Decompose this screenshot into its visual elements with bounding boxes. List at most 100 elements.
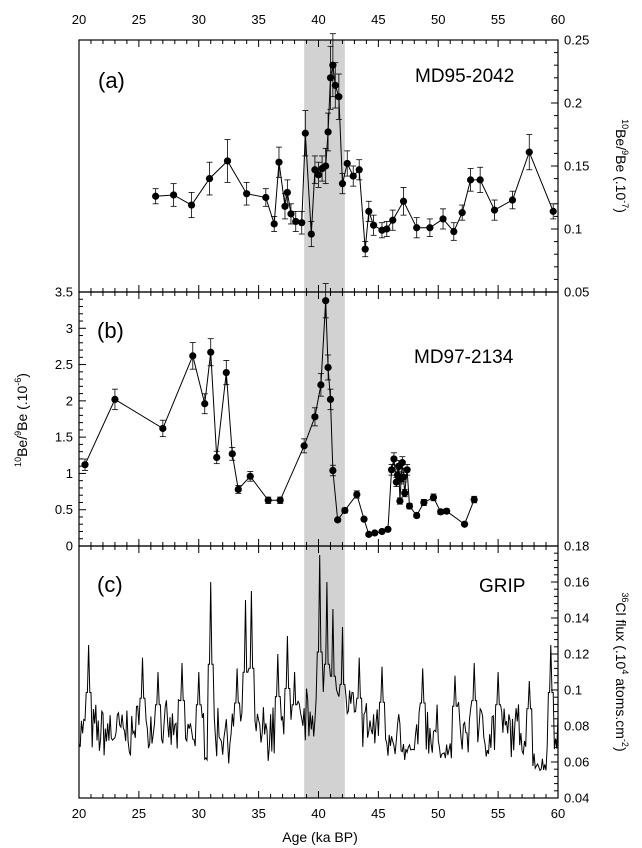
data-point xyxy=(383,225,391,233)
data-point xyxy=(371,529,379,537)
y-tick-label: 0.1 xyxy=(564,222,582,237)
data-point xyxy=(276,496,284,504)
x-tick-label-top: 40 xyxy=(311,12,325,27)
x-tick-label-top: 20 xyxy=(72,12,86,27)
data-point xyxy=(287,210,295,218)
data-point xyxy=(343,159,351,168)
data-point xyxy=(338,180,347,188)
x-tick-label-top: 25 xyxy=(132,12,146,27)
data-point xyxy=(413,224,421,232)
data-point xyxy=(355,166,363,174)
x-tick-label-top: 55 xyxy=(491,12,505,27)
data-point xyxy=(222,368,230,377)
panel-a-ylabel-main1: Be/ xyxy=(613,129,629,150)
data-point xyxy=(378,527,386,536)
data-point xyxy=(311,413,319,421)
x-tick-label-top: 45 xyxy=(371,12,385,27)
y-tick-label: 3 xyxy=(66,321,73,336)
data-point xyxy=(384,525,392,533)
panel-b-ylabel-sup3: -6 xyxy=(13,378,23,386)
data-point xyxy=(405,502,414,510)
panel-c-ylabel-post: ) xyxy=(613,747,629,752)
data-point xyxy=(292,217,300,226)
panel-b-ylabel-post: ) xyxy=(14,373,30,378)
panel-c-label: (c) xyxy=(97,572,123,597)
data-point xyxy=(270,220,278,228)
data-point xyxy=(201,400,209,408)
grip-series-line xyxy=(78,554,559,772)
y-tick-label: 0.04 xyxy=(564,791,589,806)
y-tick-label: 2.5 xyxy=(55,357,73,372)
data-point xyxy=(401,489,409,497)
y-tick-label: 1.5 xyxy=(55,430,73,445)
data-point xyxy=(361,245,369,253)
panel-a-ylabel-sup1: 10 xyxy=(620,119,630,129)
data-point xyxy=(420,498,428,507)
x-tick-label-bottom: 55 xyxy=(491,806,505,821)
panel-b-label: (b) xyxy=(97,318,124,343)
data-point xyxy=(399,473,408,481)
data-point xyxy=(398,458,406,467)
data-point xyxy=(189,352,197,360)
x-tick-label-top: 35 xyxy=(251,12,265,27)
data-point xyxy=(262,193,270,202)
y-tick-label: 0.05 xyxy=(564,285,589,300)
data-point xyxy=(360,515,368,523)
x-tick-label-top: 30 xyxy=(192,12,206,27)
panel-b-ylabel-sup2: 9 xyxy=(13,431,23,436)
data-point xyxy=(329,466,337,475)
data-point xyxy=(223,157,232,165)
x-tick-label-top: 50 xyxy=(431,12,445,27)
data-point xyxy=(460,520,469,528)
data-point xyxy=(81,461,89,469)
data-point xyxy=(111,395,119,404)
data-point xyxy=(187,201,196,209)
panel-a-ylabel-sup2: 9 xyxy=(620,150,630,155)
data-point xyxy=(426,224,434,232)
panel-a-y-axis-title: 10Be/9Be (.10-7) xyxy=(613,119,630,213)
data-point xyxy=(264,496,272,504)
data-point xyxy=(300,442,308,450)
data-point xyxy=(243,190,251,198)
data-point xyxy=(234,485,242,493)
x-tick-label-bottom: 60 xyxy=(551,806,565,821)
x-tick-label-bottom: 35 xyxy=(251,806,265,821)
data-point xyxy=(205,175,214,183)
y-tick-label: 0.06 xyxy=(564,755,589,770)
y-tick-label: 0.14 xyxy=(564,611,589,626)
data-point xyxy=(322,162,330,170)
data-point xyxy=(213,453,221,462)
panel-a-ylabel-post: ) xyxy=(613,208,629,213)
y-tick-label: 1 xyxy=(66,466,73,481)
x-tick-label-bottom: 45 xyxy=(371,806,385,821)
data-point xyxy=(307,230,315,238)
data-point xyxy=(396,497,404,505)
panel-c-y-axis-title: 36Cl flux (.104 atoms.cm-2) xyxy=(613,592,630,751)
x-tick-label-top: 60 xyxy=(551,12,565,27)
data-point xyxy=(437,508,445,516)
data-point xyxy=(403,466,411,474)
data-layer xyxy=(78,33,559,772)
panel-b-ylabel-sup1: 10 xyxy=(13,457,23,467)
y-tick-label: 0.18 xyxy=(564,539,589,554)
data-point xyxy=(369,221,378,229)
data-point xyxy=(365,207,373,215)
data-point xyxy=(389,216,397,224)
data-point xyxy=(301,129,309,137)
data-point xyxy=(314,171,323,179)
x-axis-title: Age (ka BP) xyxy=(282,829,357,845)
x-tick-label-bottom: 25 xyxy=(132,806,146,821)
data-point xyxy=(326,395,335,404)
y-tick-label: 0 xyxy=(66,539,73,554)
panel-c-series-label: GRIP xyxy=(479,576,525,597)
panel-c-ylabel-sup3: -2 xyxy=(620,739,630,747)
data-point xyxy=(476,176,484,184)
data-point xyxy=(324,363,332,372)
data-point xyxy=(439,215,447,223)
data-point xyxy=(334,516,342,524)
data-point xyxy=(207,348,215,356)
data-point xyxy=(490,206,499,214)
data-point xyxy=(508,196,517,204)
panel-a-ylabel-sup3: -7 xyxy=(620,200,630,208)
